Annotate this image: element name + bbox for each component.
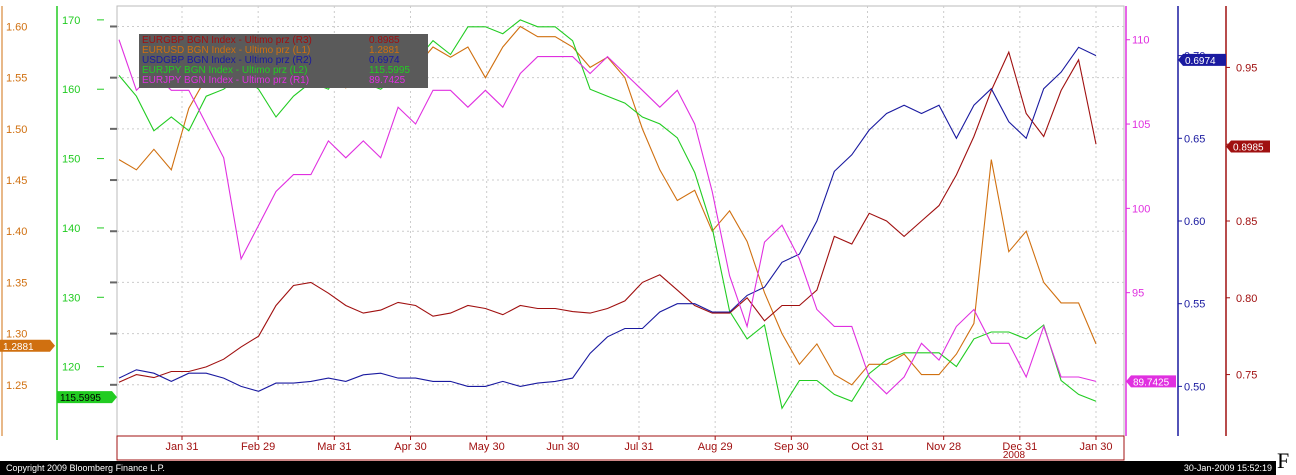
badge-r2	[1178, 53, 1226, 66]
series-line-2	[118, 50, 1097, 383]
badge-label-l2: 115.5995	[60, 393, 101, 404]
legend-value-eurusd: 1.2881	[369, 45, 400, 56]
badge-r1	[1126, 375, 1176, 388]
x-tick-label: Dec 31	[1002, 441, 1037, 453]
l2-tick-label: 170	[62, 15, 80, 27]
l1-tick-label: 1.30	[6, 329, 27, 341]
r1-tick-label: 95	[1132, 288, 1144, 300]
l1-tick-label: 1.35	[6, 277, 27, 289]
legend-label-eurjpy-r1: EURJPY BGN Index - Ultimo prz (R1)	[142, 75, 310, 86]
badge-r3	[1226, 140, 1270, 153]
timestamp-text: 30-Jan-2009 15:52:19	[1183, 463, 1272, 473]
x-tick-label: Jul 31	[624, 441, 653, 453]
legend-value-eurjpy-r1: 89.7425	[369, 75, 406, 86]
x-tick-label: Oct 31	[851, 441, 883, 453]
edge-glyph: F	[1277, 448, 1290, 473]
series-line-3	[118, 46, 1097, 392]
x-tick-label: Mar 31	[317, 441, 351, 453]
badge-label-l1: 1.2881	[3, 342, 34, 353]
legend-value-eurgbp: 0.8985	[369, 35, 400, 46]
legend-label-eurgbp: EURGBP BGN Index - Ultimo prz (R3)	[142, 35, 312, 46]
footer-bar: Copyright 2009 Bloomberg Finance L.P. 30…	[0, 461, 1276, 475]
l2-tick-label: 140	[62, 223, 80, 235]
l1-tick-label: 1.50	[6, 124, 27, 136]
r1-tick-label: 100	[1132, 203, 1150, 215]
r2-tick-label: 0.50	[1184, 381, 1205, 393]
badge-l2	[57, 391, 117, 404]
r1-tick-label: 105	[1132, 119, 1150, 131]
legend-value-eurjpy-l2: 115.5995	[369, 65, 410, 76]
l2-tick-label: 160	[62, 84, 80, 96]
r1-tick-label: 110	[1132, 35, 1150, 47]
badge-label-r3: 0.8985	[1233, 143, 1264, 154]
r2-tick-label: 0.60	[1184, 216, 1205, 228]
l2-tick-label: 120	[62, 362, 80, 374]
x-tick-label: Jan 31	[165, 441, 198, 453]
x-tick-label: Feb 29	[241, 441, 275, 453]
r3-tick-label: 0.95	[1236, 62, 1257, 74]
legend-label-usdgbp: USDGBP BGN Index - Ultimo prz (R2)	[142, 55, 312, 66]
r3-tick-label: 0.75	[1236, 370, 1257, 382]
l1-tick-label: 1.25	[6, 380, 27, 392]
l1-tick-label: 1.45	[6, 175, 27, 187]
x-axis-box	[116, 435, 1125, 461]
copyright-text: Copyright 2009 Bloomberg Finance L.P.	[6, 463, 165, 473]
l2-tick-label: 150	[62, 154, 80, 166]
legend-value-usdgbp: 0.6974	[369, 55, 400, 66]
l2-tick-label: 130	[62, 292, 80, 304]
r2-tick-label: 0.55	[1184, 299, 1205, 311]
series-line-1	[118, 19, 1097, 410]
x-tick-label: Jun 30	[546, 441, 579, 453]
x-tick-label: Aug 29	[698, 441, 733, 453]
badge-label-r1: 89.7425	[1133, 377, 1170, 388]
x-year-label: 2008	[1003, 450, 1026, 461]
x-tick-label: Sep 30	[774, 441, 809, 453]
x-tick-label: May 30	[469, 441, 505, 453]
r3-tick-label: 0.80	[1236, 293, 1257, 305]
r3-tick-label: 0.85	[1236, 216, 1257, 228]
x-tick-label: Apr 30	[394, 441, 426, 453]
x-tick-label: Jan 30	[1079, 441, 1112, 453]
legend-label-eurusd: EURUSD BGN Index - Ultimo prz (L1)	[142, 45, 311, 56]
series-line-4	[118, 39, 1097, 395]
l1-tick-label: 1.60	[6, 21, 27, 33]
l1-tick-label: 1.40	[6, 226, 27, 238]
legend-label-eurjpy-l2: EURJPY BGN Index - Ultimo prz (L2)	[142, 65, 308, 76]
badge-l1	[0, 339, 55, 352]
legend: EURGBP BGN Index - Ultimo prz (R3) 0.898…	[139, 34, 428, 88]
x-tick-label: Nov 28	[926, 441, 961, 453]
badge-label-r2: 0.6974	[1185, 56, 1216, 67]
r2-tick-label: 0.65	[1184, 133, 1205, 145]
l1-tick-label: 1.55	[6, 73, 27, 85]
